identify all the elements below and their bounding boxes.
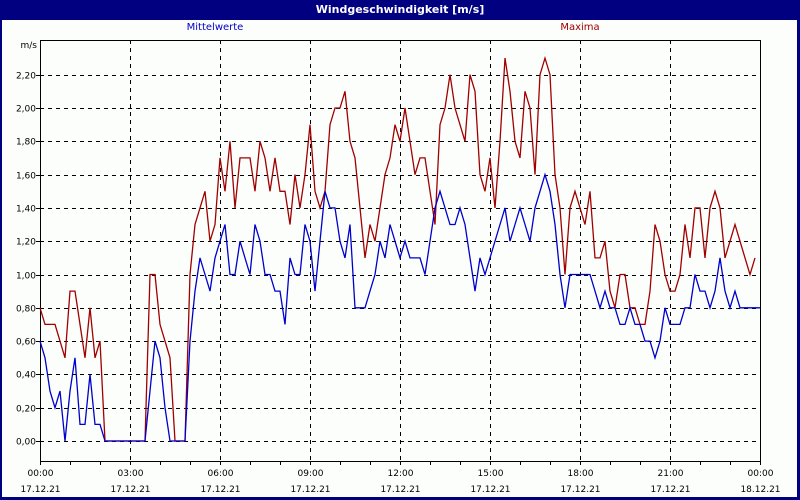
x-tick-date-label: 18.12.21 [740, 485, 780, 495]
x-tick-date-label: 17.12.21 [290, 485, 330, 495]
y-tick-label: 0,00 [16, 438, 36, 448]
y-tick-label: 0,60 [16, 338, 36, 348]
chart-title: Windgeschwindigkeit [m/s] [315, 3, 485, 16]
y-tick-label: 1,60 [16, 172, 36, 182]
series-line-mittelwerte [39, 172, 760, 442]
x-tick-time-label: 18:00 [568, 469, 594, 479]
x-tick-date-label: 17.12.21 [650, 485, 690, 495]
x-tick-date-label: 17.12.21 [110, 485, 150, 495]
y-tick-label: 1,00 [16, 272, 36, 282]
x-tick-time-label: 12:00 [388, 469, 414, 479]
plot-frame [40, 40, 761, 462]
x-tick-date-label: 17.12.21 [380, 485, 420, 495]
x-tick-time-label: 21:00 [658, 469, 684, 479]
legend-mittelwerte: Mittelwerte [186, 22, 244, 33]
x-tick-time-label: 00:00 [28, 469, 54, 479]
x-tick-time-label: 09:00 [298, 469, 324, 479]
legend-maxima: Maxima [560, 22, 600, 33]
chart-panel [2, 20, 797, 497]
y-tick-label: 1,20 [16, 238, 36, 248]
series-line-maxima [39, 55, 756, 442]
y-tick-label: 2,00 [16, 105, 36, 115]
y-tick-label: 1,80 [16, 138, 36, 148]
x-tick-time-label: 03:00 [118, 469, 144, 479]
y-tick-label: 2,20 [16, 72, 36, 82]
y-tick-label: 0,80 [16, 305, 36, 315]
x-tick-date-label: 17.12.21 [560, 485, 600, 495]
y-tick-label: 0,20 [16, 405, 36, 415]
x-tick-date-label: 17.12.21 [200, 485, 240, 495]
x-tick-time-label: 00:00 [748, 469, 774, 479]
y-tick-label: 0,40 [16, 371, 36, 381]
x-tick-date-label: 17.12.21 [470, 485, 510, 495]
y-axis-unit-label: m/s [21, 41, 38, 51]
x-tick-time-label: 15:00 [478, 469, 504, 479]
x-tick-date-label: 17.12.21 [20, 485, 60, 495]
x-tick-time-label: 06:00 [208, 469, 234, 479]
y-tick-label: 1,40 [16, 205, 36, 215]
